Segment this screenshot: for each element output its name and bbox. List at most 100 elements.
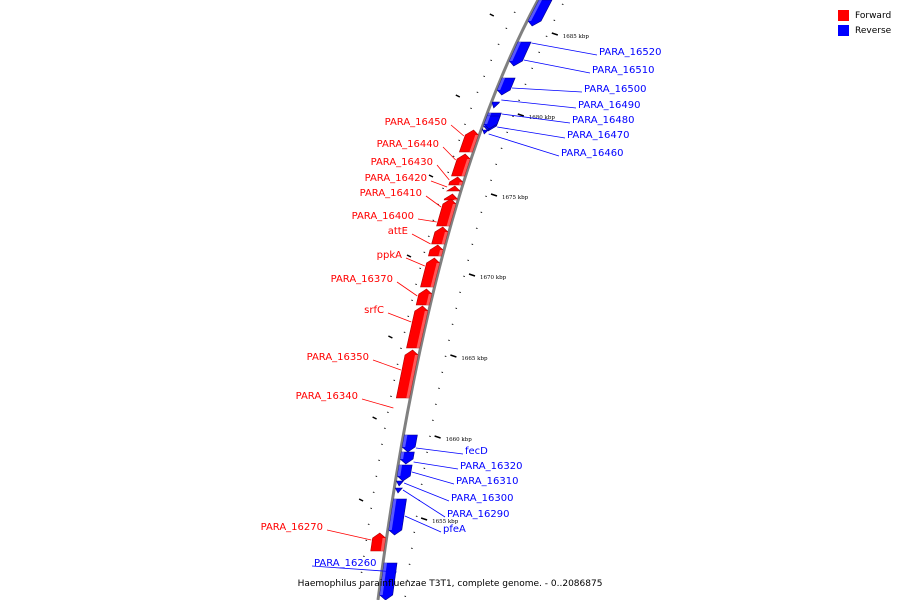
gene-para-16310-leader: [411, 471, 455, 485]
reverse-swatch: [838, 25, 849, 36]
minor-tick: [485, 195, 487, 198]
gene-para-16420-leader: [430, 180, 448, 188]
gene-srfc-leader: [387, 312, 412, 323]
gene-para-16270-arrow: [370, 532, 386, 552]
gene-label-para-16320[interactable]: PARA_16320: [460, 461, 522, 472]
gene-label-para-16520[interactable]: PARA_16520: [599, 47, 661, 58]
gene-para-16500-leader: [511, 87, 583, 93]
gene-para-16350-arrow: [406, 305, 429, 349]
gene-label-para-16260[interactable]: PARA_16260: [314, 558, 376, 569]
gene-para-16430-leader: [436, 164, 450, 181]
tick-label: 1665 kbp: [461, 356, 488, 362]
gene-label-srfc[interactable]: srfC: [364, 305, 384, 316]
major-tick-left: [358, 498, 364, 502]
minor-tick: [434, 403, 437, 406]
minor-tick: [393, 379, 396, 382]
gene-label-para-16420[interactable]: PARA_16420: [365, 173, 427, 184]
gene-para-16480-leader: [501, 113, 571, 124]
gene-para-16450-leader: [450, 124, 465, 137]
minor-tick: [378, 459, 380, 462]
gene-para-16350-highlight: [416, 311, 428, 348]
minor-tick: [464, 123, 466, 126]
tick-label: 1680 kbp: [529, 115, 556, 121]
gene-para-16300-arrow: [395, 480, 405, 487]
major-tick-left: [489, 13, 495, 17]
minor-tick: [495, 163, 498, 166]
gene-atte-arrow: [431, 226, 449, 245]
minor-tick: [362, 555, 365, 558]
minor-tick: [419, 267, 422, 270]
legend-label-forward: Forward: [855, 10, 892, 21]
minor-tick: [415, 515, 418, 518]
genome-title: Haemophilus parainfluenzae T3T1, complet…: [297, 579, 603, 589]
gene-label-para-16410[interactable]: PARA_16410: [360, 188, 422, 199]
minor-tick: [455, 307, 458, 310]
minor-tick: [415, 283, 417, 286]
gene-para-16470-arrow: [483, 115, 501, 130]
gene-label-atte[interactable]: attE: [388, 226, 408, 237]
gene-para-16290-leader: [402, 489, 446, 518]
gene-label-ppka[interactable]: ppkA: [377, 250, 402, 261]
gene-atte-leader: [411, 233, 431, 245]
minor-tick: [438, 387, 440, 390]
minor-tick-layer: [358, 3, 564, 598]
forward-swatch: [838, 10, 849, 21]
minor-tick: [512, 115, 514, 118]
tick-layer: 1685 kbp 1680 kbp 1675 kbp 1670 kbp 1665 kbp…: [358, 13, 589, 525]
major-tick: [450, 354, 457, 358]
gene-label-para-16350[interactable]: PARA_16350: [307, 352, 369, 363]
minor-tick: [524, 83, 527, 86]
gene-label-para-16430[interactable]: PARA_16430: [371, 157, 433, 168]
gene-label-para-16470[interactable]: PARA_16470: [567, 130, 629, 141]
minor-tick: [372, 491, 375, 494]
gene-para-16340-leader: [361, 398, 394, 409]
gene-pfea-leader: [404, 515, 442, 533]
gene-label-layer: PARA_16520 PARA_16510 PARA_16500 PARA_16490…: [261, 42, 661, 573]
gene-label-para-16500[interactable]: PARA_16500: [584, 84, 646, 95]
minor-tick: [375, 475, 378, 478]
minor-tick: [411, 299, 413, 302]
gene-para-16410-arrow: [443, 193, 458, 201]
minor-tick: [367, 523, 370, 526]
gene-label-para-16400[interactable]: PARA_16400: [352, 211, 414, 222]
minor-tick: [538, 51, 541, 54]
gene-para-16300-leader: [403, 482, 450, 502]
minor-tick: [408, 563, 411, 566]
gene-para-16310-highlight: [397, 465, 403, 476]
minor-tick: [423, 251, 426, 254]
major-tick-left: [388, 335, 393, 339]
gene-label-para-16490[interactable]: PARA_16490: [578, 100, 640, 111]
minor-tick: [360, 571, 363, 574]
gene-para-16520-arrow: [527, 0, 553, 27]
gene-para-16490-arrow: [491, 101, 500, 109]
gene-para-16270-leader: [326, 529, 372, 541]
gene-fecd-leader: [415, 447, 464, 455]
gene-para-16320-leader: [413, 461, 459, 470]
minor-tick: [497, 43, 500, 46]
gene-label-para-16460[interactable]: PARA_16460: [561, 148, 623, 159]
minor-tick: [458, 139, 461, 142]
major-tick: [490, 193, 498, 197]
gene-label-fecd[interactable]: fecD: [465, 446, 488, 457]
gene-label-para-16510[interactable]: PARA_16510: [592, 65, 654, 76]
gene-para-16400-highlight: [446, 204, 456, 226]
gene-label-para-16440[interactable]: PARA_16440: [377, 139, 439, 150]
minor-tick: [403, 331, 406, 334]
gene-label-para-16340[interactable]: PARA_16340: [296, 391, 358, 402]
gene-para-16270-highlight: [380, 538, 386, 551]
gene-para-16370-highlight: [430, 263, 440, 287]
gene-label-para-16300[interactable]: PARA_16300: [451, 493, 513, 504]
minor-tick: [506, 131, 509, 134]
gene-label-para-16270[interactable]: PARA_16270: [261, 522, 323, 533]
minor-tick: [518, 99, 520, 102]
gene-label-para-16290[interactable]: PARA_16290: [447, 509, 509, 520]
gene-label-pfea[interactable]: pfeA: [443, 524, 466, 535]
minor-tick: [406, 579, 409, 582]
gene-label-para-16450[interactable]: PARA_16450: [385, 117, 447, 128]
minor-tick: [365, 539, 368, 542]
gene-label-para-16370[interactable]: PARA_16370: [331, 274, 393, 285]
gene-para-16490-leader: [501, 99, 577, 109]
gene-label-para-16310[interactable]: PARA_16310: [456, 476, 518, 487]
gene-label-para-16480[interactable]: PARA_16480: [572, 115, 634, 126]
